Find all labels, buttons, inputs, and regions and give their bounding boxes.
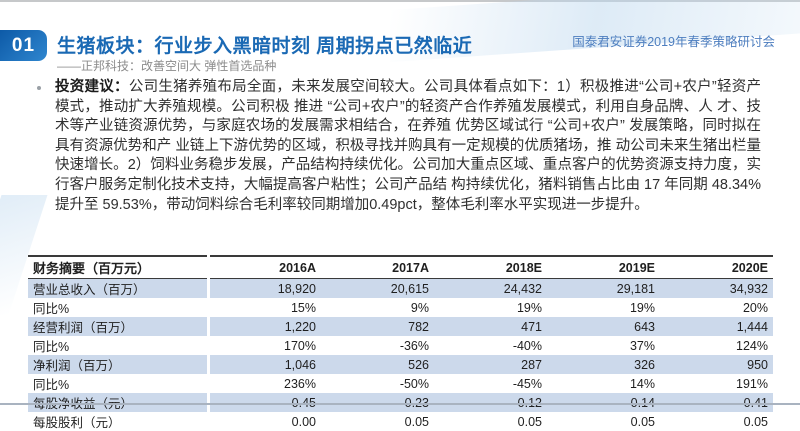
cell-value: 14% — [629, 376, 655, 391]
cell-value: 287 — [521, 357, 542, 372]
page-title: 生猪板块：行业步入黑暗时刻 周期拐点已然临近 — [57, 36, 473, 57]
col-2019e: 2019E — [618, 260, 655, 275]
cell-value: 34,932 — [729, 281, 768, 296]
col-2018e: 2018E — [505, 260, 542, 275]
slide-bottom-edge — [0, 403, 800, 405]
cell-value: 37% — [629, 338, 655, 353]
investment-advice-text: 公司生猪养殖布局全面，未来发展空间较大。公司具体看点如下：1）积极推进“公司+农… — [55, 79, 762, 213]
row-label: 净利润（百万） — [28, 355, 210, 374]
cell-value: 1,046 — [284, 357, 316, 372]
col-2020e: 2020E — [731, 260, 768, 275]
cell-value: 29,181 — [616, 281, 655, 296]
cell-value: 191% — [736, 376, 768, 391]
investment-advice-label: 投资建议： — [55, 79, 129, 95]
cell-value: -36% — [399, 338, 429, 353]
cell-value: 19% — [516, 300, 542, 315]
cell-value: 20,615 — [390, 281, 429, 296]
table-row: 同比% 236% -50% -45% 14% 191% — [28, 374, 773, 393]
table-row: 每股股利（元） 0.00 0.05 0.05 0.05 0.05 — [28, 412, 773, 431]
cell-value: 526 — [408, 357, 429, 372]
row-label: 同比% — [28, 336, 210, 355]
cell-value: 19% — [629, 300, 655, 315]
col-2016a: 2016A — [279, 260, 316, 275]
cell-value: 18,920 — [277, 281, 316, 296]
section-number-badge: 01 — [0, 30, 47, 61]
table-row: 营业总收入（百万） 18,920 20,615 24,432 29,181 34… — [28, 278, 773, 298]
cell-value: 20% — [742, 300, 768, 315]
row-label: 每股股利（元） — [28, 412, 210, 431]
cell-value: 0.00 — [291, 414, 316, 429]
cell-value: 0.05 — [630, 414, 655, 429]
bullet-icon — [37, 86, 41, 90]
cell-value: 236% — [284, 376, 316, 391]
cell-value: 1,220 — [284, 319, 316, 334]
slide-top-edge — [0, 0, 800, 2]
row-label: 营业总收入（百万） — [28, 278, 210, 298]
row-label: 同比% — [28, 298, 210, 317]
cell-value: 643 — [634, 319, 655, 334]
table-title: 财务摘要（百万元） — [28, 256, 210, 279]
cell-value: 15% — [290, 300, 316, 315]
investment-advice-paragraph: 投资建议：公司生猪养殖布局全面，未来发展空间较大。公司具体看点如下：1）积极推进… — [55, 78, 761, 215]
col-2017a: 2017A — [392, 260, 429, 275]
cell-value: 471 — [521, 319, 542, 334]
conference-name: 国泰君安证券2019年春季策略研讨会 — [572, 35, 775, 49]
table-row: 净利润（百万） 1,046 526 287 326 950 — [28, 355, 773, 374]
cell-value: 782 — [408, 319, 429, 334]
row-label: 经营利润（百万） — [28, 317, 210, 336]
cell-value: 24,432 — [503, 281, 542, 296]
cell-value: -50% — [399, 376, 429, 391]
table-row: 同比% 170% -36% -40% 37% 124% — [28, 336, 773, 355]
table-row: 经营利润（百万） 1,220 782 471 643 1,444 — [28, 317, 773, 336]
table-row: 同比% 15% 9% 19% 19% 20% — [28, 298, 773, 317]
page-subtitle: ——正邦科技：改善空间大 弹性首选品种 — [57, 59, 277, 73]
cell-value: 124% — [736, 338, 768, 353]
cell-value: 0.05 — [743, 414, 768, 429]
cell-value: -45% — [512, 376, 542, 391]
cell-value: 170% — [284, 338, 316, 353]
cell-value: 326 — [634, 357, 655, 372]
cell-value: 9% — [410, 300, 429, 315]
table-header-row: 财务摘要（百万元） 2016A 2017A 2018E 2019E 2020E — [28, 256, 773, 279]
cell-value: -40% — [512, 338, 542, 353]
cell-value: 950 — [747, 357, 768, 372]
cell-value: 0.05 — [404, 414, 429, 429]
row-label: 同比% — [28, 374, 210, 393]
cell-value: 0.05 — [517, 414, 542, 429]
cell-value: 1,444 — [736, 319, 768, 334]
